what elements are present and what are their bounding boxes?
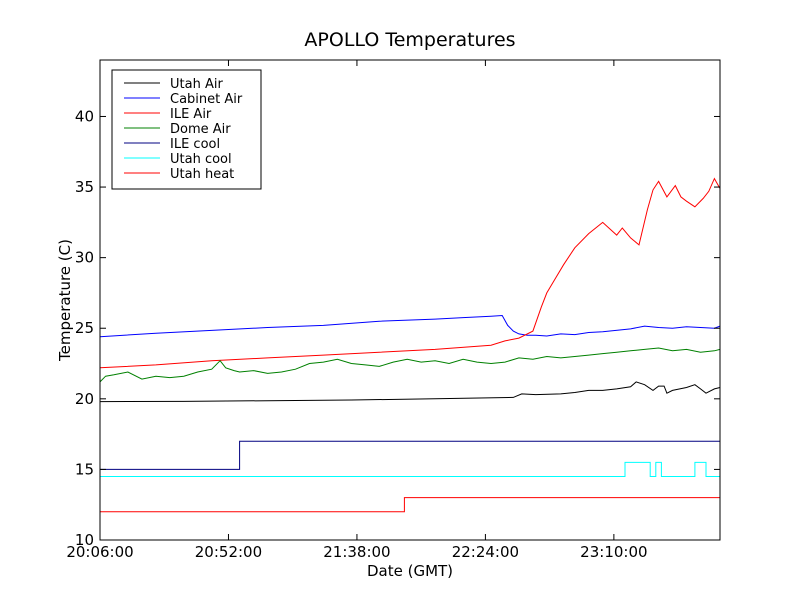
y-tick-label: 35 <box>75 178 94 196</box>
x-tick-label: 20:06:00 <box>66 543 133 561</box>
ticks-layer: 20:06:00 20:52:00 21:38:00 22:24:00 23:10:00… <box>66 60 720 561</box>
x-tick-label: 22:24:00 <box>452 543 519 561</box>
y-tick-label: 25 <box>75 319 94 337</box>
x-tick-label: 20:52:00 <box>195 543 262 561</box>
legend-label-1: Cabinet Air <box>170 92 243 107</box>
legend-label-3: Dome Air <box>170 122 231 137</box>
x-axis-label: Date (GMT) <box>367 562 453 580</box>
series-layer <box>99 177 721 513</box>
x-tick-label: 21:38:00 <box>323 543 390 561</box>
y-tick-label: 20 <box>75 390 94 408</box>
legend-box <box>111 69 262 190</box>
x-tick-label: 23:10:00 <box>580 543 647 561</box>
legend-label-5: Utah cool <box>170 152 232 167</box>
series-line-5 <box>100 461 720 477</box>
legend-label-4: ILE cool <box>170 137 220 152</box>
series-line-3 <box>99 347 721 383</box>
series-line-1 <box>99 314 721 338</box>
series-line-4 <box>100 440 720 470</box>
chart-title: APOLLO Temperatures <box>304 29 515 51</box>
plot-frame <box>99 59 721 541</box>
legend-label-0: Utah Air <box>170 77 223 92</box>
series-line-0 <box>99 381 721 403</box>
y-tick-label: 30 <box>75 249 94 267</box>
y-tick-label: 40 <box>75 107 94 125</box>
legend-label-2: ILE Air <box>170 107 212 122</box>
y-tick-label: 15 <box>75 460 94 478</box>
series-line-2 <box>99 177 721 369</box>
y-tick-label: 10 <box>75 531 94 549</box>
y-axis-label: Temperature (C) <box>56 239 74 362</box>
legend-label-6: Utah heat <box>170 167 234 182</box>
series-line-6 <box>100 497 720 513</box>
